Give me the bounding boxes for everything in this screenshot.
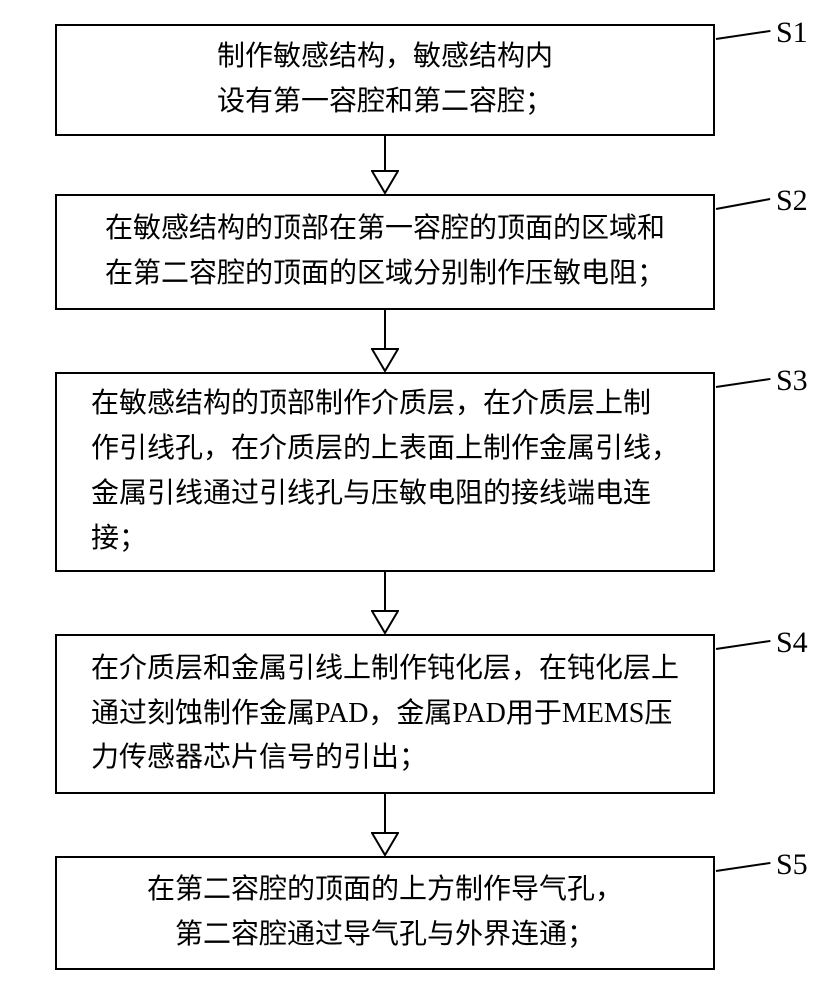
leader-line-s2 [716, 198, 770, 210]
step-label-s5: S5 [776, 848, 808, 882]
leader-line-s5 [716, 862, 770, 872]
arrow-head-3 [371, 610, 399, 634]
step-label-s2: S2 [776, 184, 808, 218]
step-label-s3: S3 [776, 364, 808, 398]
arrow-head-1 [371, 170, 399, 194]
arrow-shaft-3 [384, 572, 386, 610]
step-text-s3: 在敏感结构的顶部制作介质层，在介质层上制 作引线孔，在介质层的上表面上制作金属引… [91, 382, 679, 561]
step-box-s3: 在敏感结构的顶部制作介质层，在介质层上制 作引线孔，在介质层的上表面上制作金属引… [55, 372, 715, 572]
step-label-s1: S1 [776, 16, 808, 50]
step-text-s1: 制作敏感结构，敏感结构内 设有第一容腔和第二容腔； [217, 35, 553, 125]
arrow-shaft-1 [384, 136, 386, 170]
arrow-shaft-2 [384, 310, 386, 348]
leader-line-s3 [716, 378, 770, 388]
step-box-s5: 在第二容腔的顶面的上方制作导气孔， 第二容腔通过导气孔与外界连通； [55, 856, 715, 970]
leader-line-s4 [716, 640, 770, 650]
leader-line-s1 [716, 30, 770, 40]
arrow-head-4 [371, 832, 399, 856]
step-text-s2: 在敏感结构的顶部在第一容腔的顶面的区域和 在第二容腔的顶面的区域分别制作压敏电阻… [105, 207, 665, 297]
arrow-head-2 [371, 348, 399, 372]
step-text-s4: 在介质层和金属引线上制作钝化层，在钝化层上 通过刻蚀制作金属PAD，金属PAD用… [91, 647, 679, 781]
step-box-s2: 在敏感结构的顶部在第一容腔的顶面的区域和 在第二容腔的顶面的区域分别制作压敏电阻… [55, 194, 715, 310]
step-box-s1: 制作敏感结构，敏感结构内 设有第一容腔和第二容腔； [55, 24, 715, 136]
step-label-s4: S4 [776, 626, 808, 660]
step-text-s5: 在第二容腔的顶面的上方制作导气孔， 第二容腔通过导气孔与外界连通； [147, 868, 623, 958]
arrow-shaft-4 [384, 794, 386, 832]
flowchart-canvas: 制作敏感结构，敏感结构内 设有第一容腔和第二容腔； S1 在敏感结构的顶部在第一容腔… [0, 0, 836, 1000]
step-box-s4: 在介质层和金属引线上制作钝化层，在钝化层上 通过刻蚀制作金属PAD，金属PAD用… [55, 634, 715, 794]
